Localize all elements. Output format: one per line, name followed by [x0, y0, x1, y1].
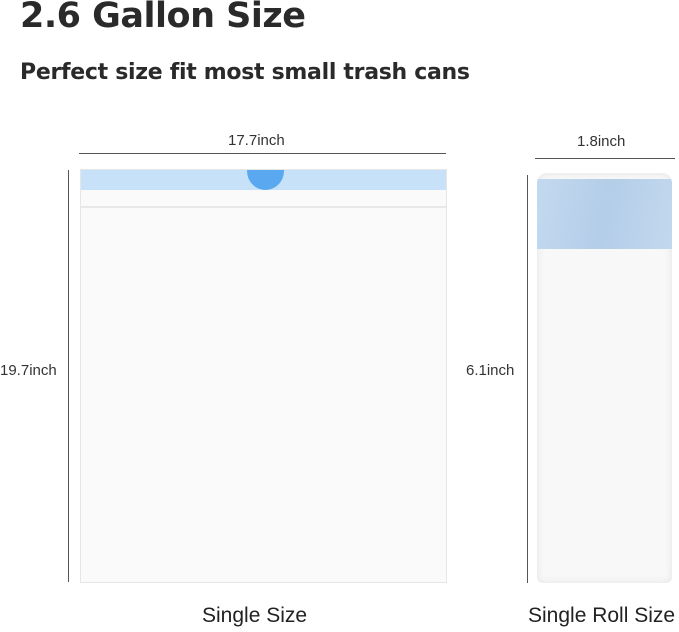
page-title: 2.6 Gallon Size	[20, 0, 306, 36]
roll-caption: Single Roll Size	[528, 604, 676, 627]
subtitle: Perfect size fit most small trash cans	[20, 60, 470, 85]
drawstring-tab	[247, 170, 284, 190]
roll-height-line	[527, 175, 528, 583]
roll-image	[537, 173, 672, 583]
trash-bag-image	[80, 169, 447, 583]
roll-height-label: 6.1inch	[466, 362, 515, 379]
bag-height-label: 19.7inch	[0, 362, 57, 379]
roll-blue-band	[537, 179, 672, 249]
bag-caption: Single Size	[202, 604, 308, 627]
seal-line	[81, 206, 446, 208]
roll-width-label: 1.8inch	[577, 133, 626, 150]
bag-width-label: 17.7inch	[228, 132, 285, 149]
bag-height-line	[68, 170, 69, 582]
roll-width-line	[535, 158, 675, 159]
bag-width-line	[79, 153, 446, 154]
